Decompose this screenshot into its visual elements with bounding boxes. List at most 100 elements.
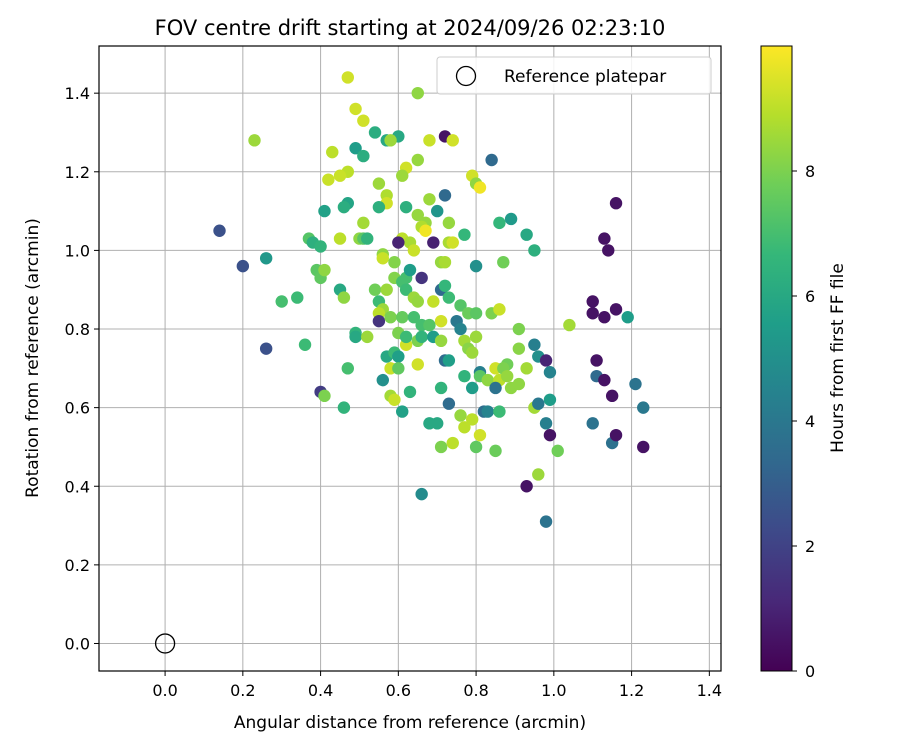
scatter-point [434,334,448,348]
scatter-point [259,252,273,265]
colorbar-tick-label: 8 [805,162,815,181]
x-tick-label: 1.4 [697,681,722,700]
scatter-point [551,444,564,458]
scatter-point [598,232,611,245]
data-points [213,71,650,528]
y-tick-label: 0.4 [65,477,90,496]
scatter-point [399,283,413,296]
scatter-point [368,283,382,296]
scatter-point [314,240,327,253]
scatter-point [291,291,304,304]
x-tick-label: 1.2 [619,681,644,700]
colorbar-tick-label: 6 [805,287,815,306]
scatter-point [407,244,421,257]
scatter-point [318,263,331,277]
scatter-point [520,480,533,493]
scatter-point [349,102,362,116]
scatter-point [411,208,424,222]
colorbar-scale [760,45,793,672]
scatter-point [512,342,526,355]
reference-platepar-marker [154,633,176,654]
scatter-point [376,252,389,265]
scatter-point [403,385,417,399]
legend: Reference platepar [436,56,712,95]
scatter-point [236,259,250,273]
x-axis-label: Angular distance from reference (arcmin) [234,713,586,733]
scatter-point [388,393,401,406]
y-tick-label: 1.2 [65,163,90,182]
scatter-point [318,389,331,403]
scatter-point [333,232,347,245]
scatter-point [543,366,557,379]
y-axis-ticks: 0.0 0.2 0.4 0.6 0.8 1.0 1.2 1.4 [65,84,99,653]
colorbar-tick-label: 2 [805,537,815,556]
scatter-point [469,330,483,344]
scatter-point [372,177,386,190]
scatter-point [411,153,424,167]
scatter-point [539,354,553,367]
scatter-point [481,373,494,387]
y-tick-label: 0.8 [65,320,90,339]
scatter-point [497,255,510,269]
scatter-point [586,307,599,320]
scatter-point [318,204,331,218]
colorbar: 0 2 4 6 8 Hours from first FF file [760,45,848,681]
x-tick-label: 0.4 [308,681,333,700]
scatter-point [434,314,448,328]
scatter-point [605,389,619,403]
plot-frame [98,45,722,672]
scatter-point [372,200,386,214]
scatter-point [407,311,421,324]
colorbar-tick-label: 4 [805,412,815,431]
scatter-point [337,200,351,214]
scatter-point [411,295,424,308]
scatter-point [466,381,479,395]
scatter-point [337,401,351,414]
scatter-point [434,381,448,395]
scatter-point [609,197,623,210]
scatter-point [446,134,459,147]
scatter-point [427,236,440,249]
x-axis-ticks: 0.0 0.2 0.4 0.6 0.8 1.0 1.2 1.4 [152,671,722,700]
scatter-point [438,279,452,292]
scatter-point [399,200,413,214]
scatter-point [411,358,424,371]
scatter-point [609,428,623,442]
colorbar-ticks: 0 2 4 6 8 [792,162,815,681]
scatter-point [532,468,545,481]
y-tick-label: 0.0 [65,634,90,653]
scatter-point [349,142,362,155]
scatter-point [458,369,471,383]
scatter-point [446,236,459,249]
scatter-point [532,397,545,410]
scatter-point [602,244,615,257]
scatter-point [423,318,436,332]
scatter-point [563,318,576,332]
scatter-point [493,303,506,316]
scatter-point [415,487,428,501]
scatter-point [442,216,456,230]
scatter-point [485,153,498,167]
scatter-point [637,401,650,414]
scatter-point [438,189,452,202]
scatter-point [466,413,479,426]
scatter-point [469,259,483,273]
scatter-point [586,417,599,430]
scatter-point [629,377,642,391]
scatter-point [466,346,479,359]
scatter-point [380,283,393,296]
scatter-point [357,216,370,230]
scatter-point [361,330,374,344]
scatter-point [392,350,405,363]
scatter-point [368,126,382,139]
chart-title: FOV centre drift starting at 2024/09/26 … [155,16,666,40]
scatter-point [539,417,553,430]
scatter-point [415,330,428,344]
scatter-point [469,440,483,454]
scatter-point [590,354,603,367]
scatter-point [431,417,444,430]
scatter-point [493,216,506,230]
scatter-point [333,169,347,182]
scatter-point [431,204,444,218]
scatter-point [372,314,386,328]
